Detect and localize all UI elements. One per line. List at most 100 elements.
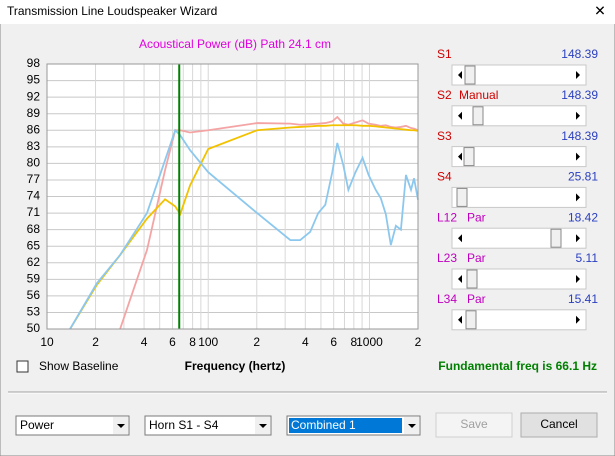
slider-mode: Manual: [459, 88, 498, 102]
x-tick-label: 4: [302, 335, 309, 349]
y-tick-label: 83: [27, 139, 41, 153]
slider-track[interactable]: [451, 227, 587, 249]
y-tick-label: 92: [27, 89, 41, 103]
close-button[interactable]: ✕: [594, 3, 606, 19]
slider-left-arrow[interactable]: [458, 315, 462, 324]
slider-left-arrow[interactable]: [458, 71, 462, 79]
slider-mode: Par: [467, 292, 486, 306]
x-tick-label: 8: [350, 335, 357, 349]
button[interactable]: [520, 412, 598, 438]
slider-label: S1: [437, 47, 452, 61]
y-tick-label: 89: [27, 106, 41, 120]
slider-label: S3: [437, 129, 452, 143]
window-title: Transmission Line Loudspeaker Wizard: [7, 4, 217, 18]
series-line: [69, 124, 419, 330]
y-tick-label: 59: [27, 271, 41, 285]
button-label[interactable]: Cancel: [540, 417, 577, 431]
title-bar: [0, 0, 615, 24]
slider-thumb[interactable]: [472, 106, 484, 126]
slider-track[interactable]: [451, 309, 587, 331]
y-tick-label: 77: [27, 172, 41, 186]
slider-thumb[interactable]: [464, 65, 476, 85]
series-line: [69, 128, 419, 330]
slider-thumb[interactable]: [456, 187, 468, 207]
baseline-label[interactable]: Show Baseline: [39, 359, 119, 373]
series-line: [119, 115, 419, 330]
baseline-checkbox[interactable]: [16, 360, 29, 373]
y-tick-label: 53: [27, 305, 41, 319]
dropdown-text[interactable]: Combined 1: [291, 418, 356, 432]
slider-label: L34: [437, 292, 457, 306]
slider-value: 15.41: [568, 292, 598, 306]
slider-mode: Par: [467, 210, 486, 224]
slider-track[interactable]: [451, 186, 587, 208]
slider-value: 148.39: [561, 88, 598, 102]
dropdown-arrow: [259, 424, 267, 428]
y-tick-label: 80: [27, 156, 41, 170]
slider-value: 18.42: [568, 210, 598, 224]
slider-track[interactable]: [451, 64, 587, 86]
button[interactable]: [435, 412, 513, 438]
y-tick-label: 56: [27, 288, 41, 302]
plot-frame: [46, 63, 419, 330]
y-tick-label: 98: [27, 56, 41, 70]
x-tick-label: 6: [330, 335, 337, 349]
y-tick-label: 86: [27, 122, 41, 136]
slider-label: S4: [437, 170, 452, 184]
slider-label: L12: [437, 210, 457, 224]
slider-right-arrow[interactable]: [576, 275, 580, 283]
y-tick-label: 71: [27, 205, 41, 219]
slider-label: L23: [437, 251, 457, 265]
slider-right-arrow[interactable]: [576, 111, 580, 120]
dropdown-selection: [289, 418, 402, 433]
slider-left-arrow[interactable]: [458, 234, 462, 243]
slider-track[interactable]: [451, 146, 587, 168]
slider-left-arrow[interactable]: [458, 275, 462, 283]
y-tick-label: 74: [27, 189, 41, 203]
x-tick-label: 4: [141, 335, 148, 349]
slider-right-arrow[interactable]: [576, 315, 580, 324]
slider-value: 5.11: [576, 251, 599, 265]
slider-track[interactable]: [451, 268, 587, 290]
x-tick-label: 6: [169, 335, 176, 349]
dropdown-text[interactable]: Horn S1 - S4: [149, 418, 219, 432]
slider-value: 148.39: [561, 47, 598, 61]
x-tick-label: 2: [253, 335, 260, 349]
dropdown[interactable]: [144, 415, 272, 436]
y-tick-label: 95: [27, 73, 41, 87]
x-tick-label: 1000: [356, 335, 383, 349]
y-tick-label: 68: [27, 222, 41, 236]
slider-thumb[interactable]: [463, 147, 475, 167]
button-label[interactable]: Save: [460, 417, 488, 431]
slider-label: S2: [437, 88, 452, 102]
status-text: Fundamental freq is 66.1 Hz: [438, 359, 597, 373]
slider-right-arrow[interactable]: [576, 152, 580, 161]
dropdown-text[interactable]: Power: [20, 418, 54, 432]
slider-right-arrow[interactable]: [576, 71, 580, 79]
slider-thumb[interactable]: [550, 228, 562, 248]
slider-value: 148.39: [561, 129, 598, 143]
x-axis-label: Frequency (hertz): [185, 359, 286, 373]
y-tick-label: 62: [27, 255, 41, 269]
x-tick-label: 10: [40, 335, 54, 349]
slider-right-arrow[interactable]: [576, 234, 580, 243]
dropdown-arrow: [408, 424, 416, 428]
y-tick-label: 65: [27, 238, 41, 252]
slider-left-arrow[interactable]: [458, 152, 462, 161]
x-tick-label: 2: [92, 335, 99, 349]
chart-title: Acoustical Power (dB) Path 24.1 cm: [139, 37, 331, 51]
x-tick-label: 2: [415, 335, 422, 349]
y-tick-label: 50: [27, 321, 41, 335]
slider-track[interactable]: [451, 105, 587, 127]
x-tick-label: 8: [189, 335, 196, 349]
x-tick-label: 100: [198, 335, 218, 349]
slider-thumb[interactable]: [465, 310, 477, 330]
slider-left-arrow[interactable]: [458, 111, 462, 120]
slider-value: 25.81: [568, 170, 598, 184]
slider-mode: Par: [467, 251, 486, 265]
dropdown[interactable]: [15, 415, 130, 436]
slider-thumb[interactable]: [466, 269, 478, 289]
dropdown-arrow: [117, 424, 125, 428]
slider-right-arrow[interactable]: [576, 193, 580, 202]
